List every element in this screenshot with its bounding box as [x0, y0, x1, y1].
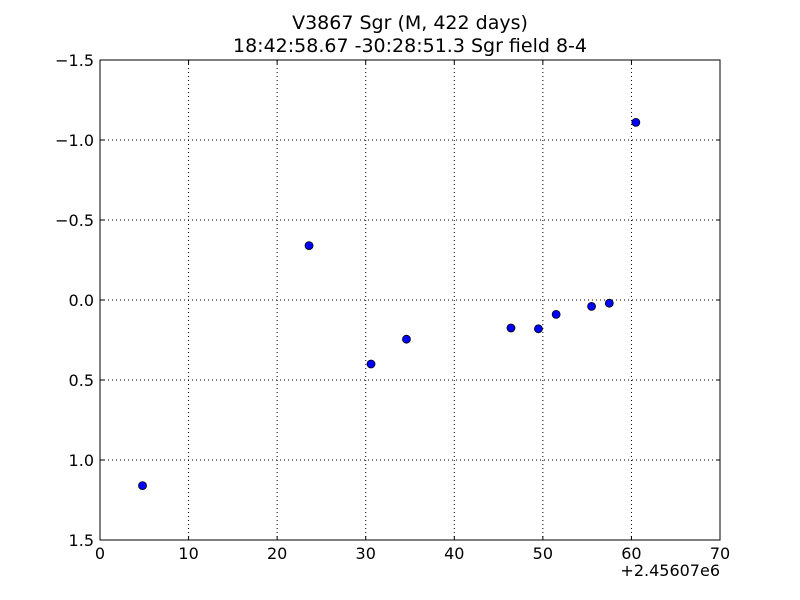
data-point	[402, 334, 411, 344]
data-point	[551, 309, 561, 319]
chart-title-line1: V3867 Sgr (M, 422 days)	[292, 12, 528, 34]
x-tick-label: 10	[178, 544, 198, 563]
data-point	[506, 323, 516, 333]
data-point	[534, 324, 543, 334]
x-tick-label: 70	[710, 544, 730, 563]
x-tick-label: 40	[444, 544, 464, 563]
y-tick-label: 1.0	[69, 451, 94, 470]
y-tick-label: 0.5	[69, 371, 94, 390]
y-tick-label: −1.5	[55, 51, 94, 70]
y-tick-label: 1.5	[69, 531, 94, 550]
x-offset-label: +2.45607e6	[620, 561, 720, 580]
data-point	[631, 118, 641, 127]
data-point	[304, 241, 314, 251]
data-point	[604, 298, 614, 308]
data-points	[138, 118, 641, 491]
x-tick-label: 30	[356, 544, 376, 563]
axis-ticks: 0 10 20 30 40 50 60 70 −1.5 −1.0 −0.5 0.0 0.5 1.0 1.5	[55, 51, 730, 563]
data-point	[587, 301, 596, 311]
x-tick-label: 60	[621, 544, 641, 563]
x-tick-label: 20	[267, 544, 287, 563]
data-point	[138, 481, 147, 491]
x-tick-label: 50	[533, 544, 553, 563]
x-tick-label: 0	[95, 544, 105, 563]
y-tick-label: 0.0	[69, 291, 94, 310]
chart-title-line2: 18:42:58.67 -30:28:51.3 Sgr field 8-4	[233, 35, 587, 57]
data-point	[366, 359, 376, 369]
grid	[100, 60, 720, 540]
y-tick-label: −0.5	[55, 211, 94, 230]
y-tick-label: −1.0	[55, 131, 94, 150]
